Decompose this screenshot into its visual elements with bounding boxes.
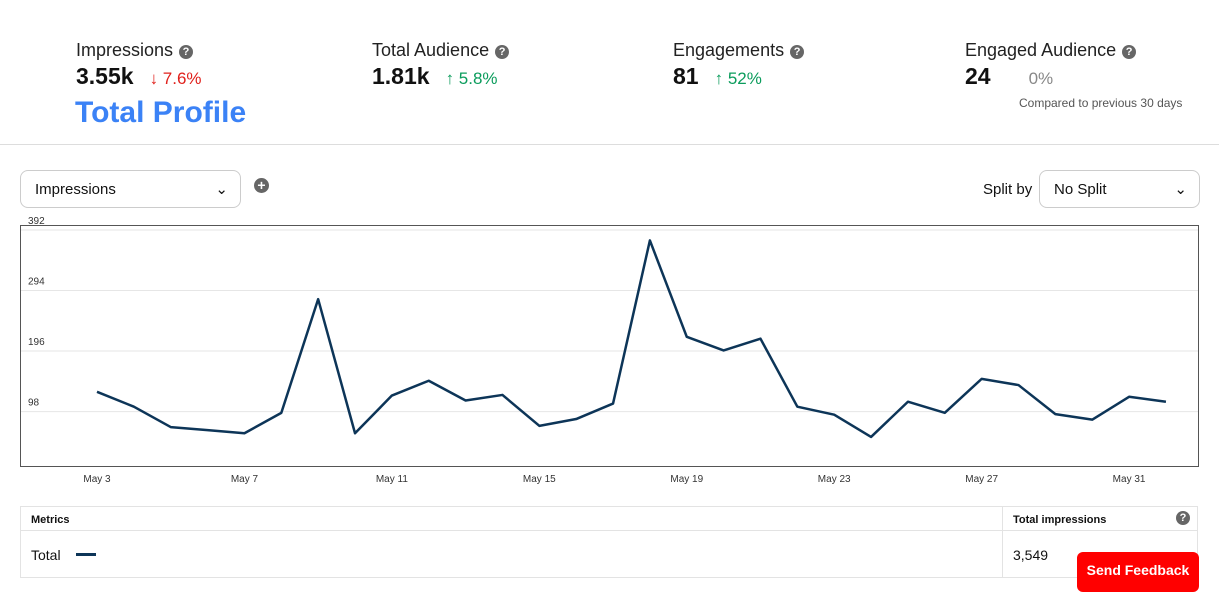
stat-value: 24 xyxy=(965,63,991,89)
stat-change-text: 7.6% xyxy=(162,69,202,88)
stat-value-row: 81 ↑ 52% xyxy=(673,63,804,90)
stat-change-text: 5.8% xyxy=(458,69,498,88)
stat-change: ↓ 7.6% xyxy=(150,69,202,88)
stat-value: 1.81k xyxy=(372,63,430,89)
help-icon[interactable]: ? xyxy=(1176,511,1190,525)
chevron: ⌄ xyxy=(1174,181,1187,198)
y-tick-label: 392 xyxy=(28,216,45,227)
split-dropdown[interactable]: No Split ⌄ xyxy=(1039,170,1200,208)
stat-change-text: 0% xyxy=(1028,69,1054,88)
stat-value-row: 3.55k ↓ 7.6% xyxy=(76,63,202,90)
dropdown-text: Impressions xyxy=(35,181,116,198)
stat-value-row: 1.81k ↑ 5.8% xyxy=(372,63,509,90)
line-series xyxy=(96,239,1167,439)
help-icon[interactable]: ? xyxy=(179,45,194,59)
arrow-icon: ↑ xyxy=(445,69,459,88)
stat-label-text: Engagements xyxy=(673,40,785,60)
row-divider xyxy=(21,530,1197,531)
x-tick-label: May 7 xyxy=(231,474,259,485)
plot-frame xyxy=(20,225,1199,467)
stat-label-text: Impressions xyxy=(76,40,174,60)
x-tick-label: May 15 xyxy=(523,474,556,485)
divider xyxy=(0,144,1219,145)
stat-card: Total Audience? 1.81k ↑ 5.8% xyxy=(372,40,510,90)
stat-change: ↑ 5.8% xyxy=(446,69,498,88)
arrow-icon: ↑ xyxy=(714,69,728,88)
metrics-table: Metrics Total impressions ? Total 3,549 xyxy=(20,506,1198,578)
table-cell: 3,549 xyxy=(1013,547,1049,563)
stat-value-row: 24 0% xyxy=(965,63,1136,90)
help-icon[interactable]: ? xyxy=(790,45,805,59)
stat-label: Total Audience? xyxy=(372,40,510,61)
stat-label: Engaged Audience? xyxy=(965,40,1137,61)
x-tick-label: May 31 xyxy=(1113,474,1146,485)
help-icon[interactable]: ? xyxy=(495,45,510,59)
comparison-note: Compared to previous 30 days xyxy=(1019,96,1183,110)
y-tick-label: 196 xyxy=(28,337,45,348)
stat-card: Impressions? 3.55k ↓ 7.6% xyxy=(76,40,202,90)
help-icon[interactable]: ? xyxy=(1122,45,1137,59)
stat-label-text: Total Audience xyxy=(372,40,490,60)
feedback-button[interactable]: Send Feedback xyxy=(1077,552,1199,592)
table-header: Metrics xyxy=(31,514,70,526)
x-tick-label: May 19 xyxy=(670,474,703,485)
chart: 98 196 294 392 May 3 May 7 May 11 May 15 May 19 M… xyxy=(20,216,1199,485)
stat-value: 3.55k xyxy=(76,63,134,89)
split-label: Split by xyxy=(983,181,1033,198)
table-cell: Total xyxy=(31,547,61,563)
stat-card: Engaged Audience? 24 0% xyxy=(965,40,1137,90)
x-tick-label: May 11 xyxy=(376,474,408,485)
metric-dropdown[interactable]: Impressions ⌄ xyxy=(20,170,241,208)
stat-card: Engagements? 81 ↑ 52% xyxy=(673,40,805,90)
x-tick-label: May 27 xyxy=(965,474,998,485)
stat-label-text: Engaged Audience xyxy=(965,40,1117,60)
stat-label: Impressions? xyxy=(76,40,202,61)
y-tick-label: 98 xyxy=(28,398,40,409)
stat-change: 0% xyxy=(1029,69,1054,88)
arrow-icon: ↓ xyxy=(149,69,163,88)
x-tick-label: May 23 xyxy=(818,474,851,485)
legend-swatch xyxy=(76,553,96,556)
chevron: ⌄ xyxy=(215,181,228,198)
dropdown-text: No Split xyxy=(1054,181,1107,198)
stat-change: ↑ 52% xyxy=(715,69,762,88)
stat-label: Engagements? xyxy=(673,40,805,61)
y-tick-label: 294 xyxy=(28,277,45,288)
col-divider xyxy=(1002,507,1003,577)
table-header: Total impressions xyxy=(1013,514,1107,526)
stat-change-text: 52% xyxy=(727,69,762,88)
add-metric[interactable]: + xyxy=(254,178,269,193)
stat-value: 81 xyxy=(673,63,699,89)
profile-title: Total Profile xyxy=(75,96,247,129)
x-tick-label: May 3 xyxy=(83,474,111,485)
